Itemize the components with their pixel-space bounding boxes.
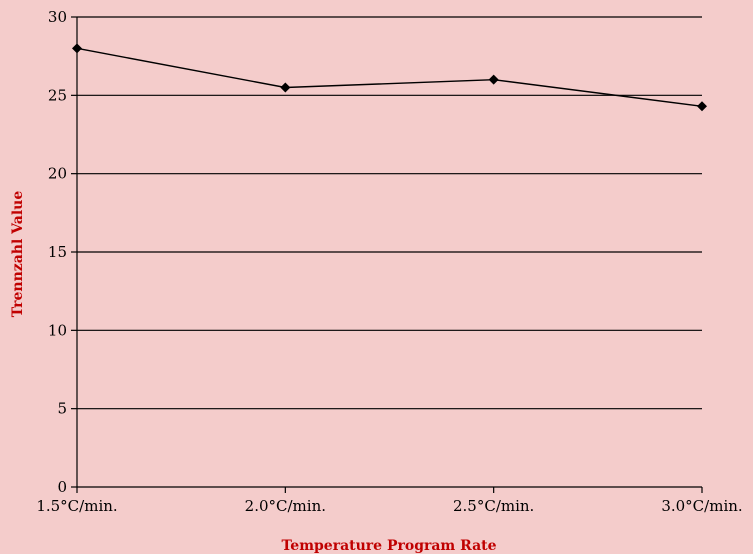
y-tick-label: 0 [57, 478, 67, 496]
data-point-marker [72, 43, 82, 54]
x-tick-label: 2.0°C/min. [245, 497, 326, 515]
y-tick-label: 5 [57, 400, 67, 418]
series [72, 43, 707, 112]
data-point-marker [488, 74, 499, 85]
y-axis-title: Trennzahl Value [10, 191, 26, 318]
axes [71, 16, 703, 493]
gridlines [77, 16, 702, 410]
x-tick-label: 3.0°C/min. [661, 497, 742, 515]
tick-labels: 0 5 10 15 20 25 30 1.5°C/min. 2.0°C/min. 2.5°C/mi… [36, 8, 742, 515]
x-tick-label: 2.5°C/min. [453, 497, 534, 515]
y-tick-label: 15 [48, 243, 67, 261]
data-point-marker [697, 101, 707, 112]
y-tick-label: 25 [48, 86, 67, 104]
y-tick-label: 10 [48, 321, 67, 339]
y-tick-label: 30 [48, 8, 67, 26]
data-point-marker [280, 82, 291, 93]
x-tick-label: 1.5°C/min. [36, 497, 117, 515]
y-tick-label: 20 [48, 165, 67, 183]
series-line [76, 47, 703, 107]
x-axis-title: Temperature Program Rate [281, 538, 496, 554]
